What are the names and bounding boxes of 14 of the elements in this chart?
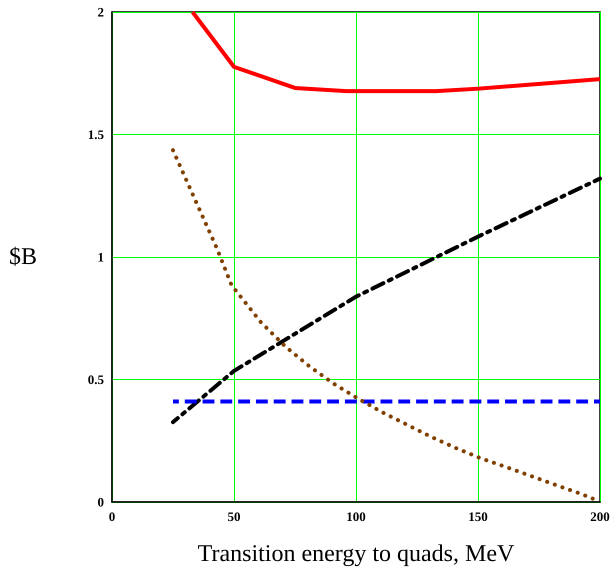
x-tick-label: 50 <box>228 509 240 524</box>
x-tick-label: 150 <box>468 509 488 524</box>
line-series <box>171 148 595 501</box>
x-tick-label: 0 <box>108 509 116 524</box>
x-tick-label: 100 <box>346 509 366 524</box>
y-axis-title: $B <box>8 244 37 270</box>
y-tick-label: 2 <box>98 4 104 20</box>
x-tick-label: 200 <box>590 509 610 524</box>
y-tick-label: 1 <box>98 250 104 264</box>
y-tick-label: 0 <box>98 494 104 510</box>
x-axis-title: Transition energy to quads, MeV <box>198 541 515 567</box>
line-series <box>190 10 602 94</box>
y-tick-label: 0.5 <box>88 372 104 387</box>
y-tick-label: 1.5 <box>88 127 104 142</box>
